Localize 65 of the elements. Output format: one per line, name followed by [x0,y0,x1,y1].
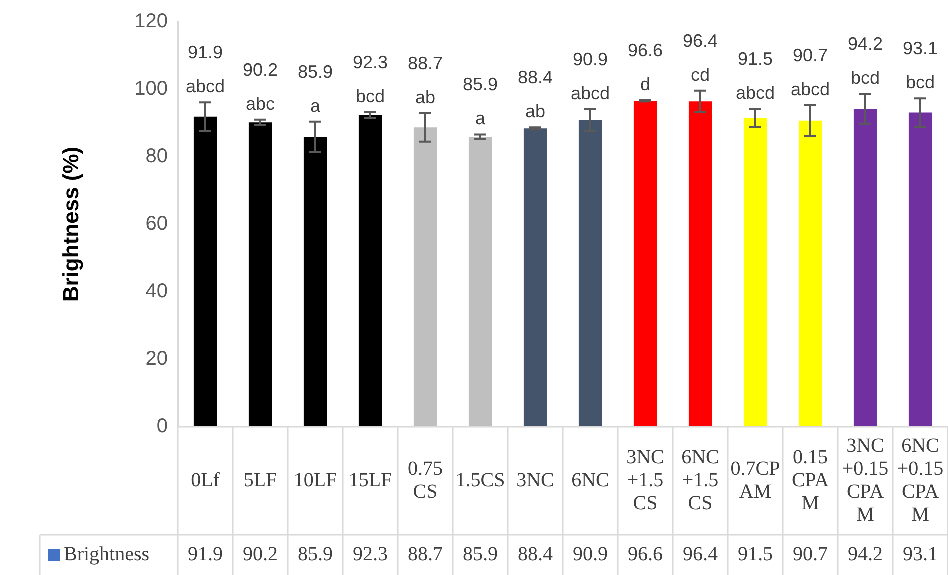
data-label: 88.4 [518,543,553,566]
data-label: 88.7 [408,543,443,566]
data-label: 85.9 [298,543,333,566]
annotation: abcd [186,76,226,97]
annotation: bcd [356,86,386,106]
text: Brightness [64,543,150,566]
text: 90.2 [242,60,278,80]
x-tick-label: 0Lf [191,469,220,492]
x-tick-label: 0.15 CPAM [792,446,830,514]
y-axis-title: Brightness (%) [58,146,84,302]
data-label: 96.4 [683,543,718,566]
annotation: abcd [570,83,610,104]
y-tick-label: 80 [146,146,168,168]
x-tick-label: 3NC +0.15CPAM [842,434,889,526]
data-label: 90.9 [573,543,608,566]
x-tick-label: 10LF [294,469,338,492]
text: 85.9 [462,74,498,95]
y-tick-label: 120 [134,10,168,33]
data-label: 90.7 [793,543,828,566]
data-label: 90.2 [243,543,278,566]
text: 96.4 [682,30,718,51]
annotation: ab [415,87,436,108]
x-tick-label: 0.75 CS [408,458,443,503]
annotation: abcd [736,83,776,104]
x-tick-label: 6NC +0.15CPAM [897,434,944,526]
annotation: abc [246,94,276,114]
annotation: bcd [906,72,936,93]
data-label: 96.6 [628,543,663,566]
x-tick-label: 5LF [244,469,278,492]
annotation: cd [690,64,710,85]
annotation: abcd [790,79,830,100]
text: 92.3 [352,52,388,72]
data-label: 92.3 [353,543,388,566]
data-label: 91.9 [188,543,223,566]
data-label: 91.5 [738,543,773,566]
y-tick-label: 0 [156,416,168,438]
text: 88.4 [518,68,554,88]
text: 94.2 [848,34,884,54]
x-tick-label: 15LF [348,469,392,492]
data-label: 94.2 [848,543,883,566]
text: 93.1 [902,38,938,59]
text: 85.9 [298,62,334,82]
y-tick-label: 100 [134,78,168,100]
data-label: 93.1 [903,543,938,566]
x-tick-label: 3NC +1.5 CS [626,446,664,514]
annotation: a [310,96,322,116]
x-tick-label: 6NC +1.5 CS [682,446,720,514]
text: 91.5 [738,49,774,70]
data-label: 85.9 [463,543,498,566]
y-tick-label: 20 [146,348,168,370]
y-tick-label: 40 [146,280,168,303]
annotation: ab [525,102,546,122]
annotation: a [475,108,486,129]
text: 91.9 [188,42,224,63]
text: 90.7 [792,45,828,66]
x-tick-label: 6NC [572,469,610,492]
x-tick-label: 3NC [516,469,554,492]
text: 88.7 [408,53,444,74]
y-tick-label: 60 [146,213,168,236]
x-tick-label: 0.7CPAM [730,458,780,503]
text: 96.6 [628,40,664,60]
annotation: bcd [850,68,880,88]
annotation: d [640,74,651,94]
x-tick-label: 1.5CS [456,469,506,492]
text: 90.9 [572,49,608,70]
